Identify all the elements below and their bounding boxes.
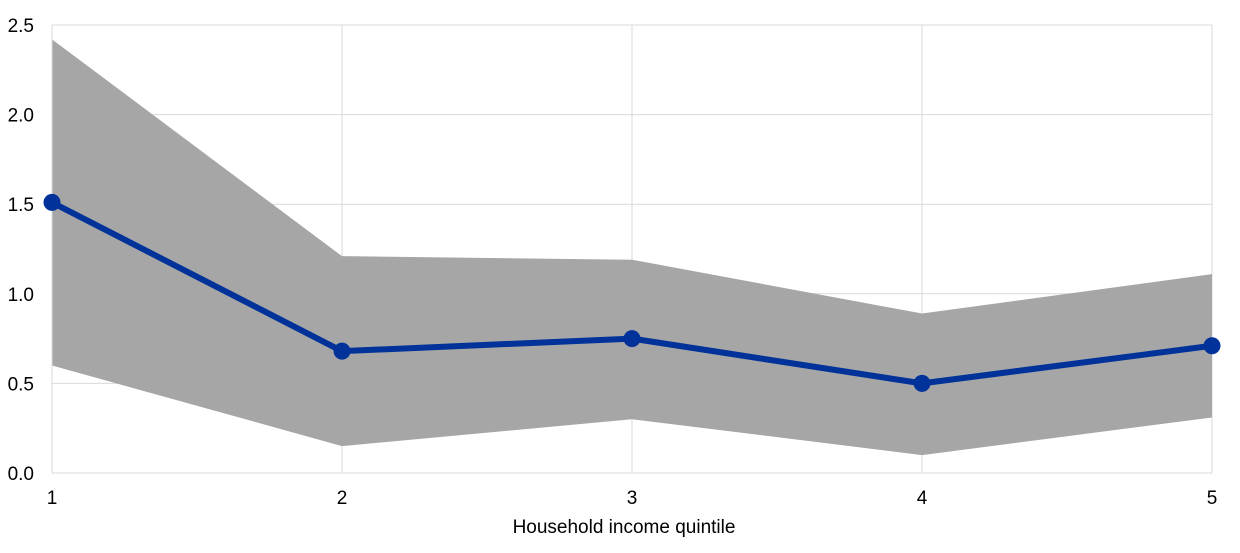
data-point xyxy=(44,194,61,211)
data-point xyxy=(914,375,931,392)
x-axis-label: Household income quintile xyxy=(513,517,736,538)
y-tick-label: 0.0 xyxy=(8,464,34,485)
y-tick-label: 1.5 xyxy=(8,195,34,216)
y-tick-label: 0.5 xyxy=(8,374,34,395)
data-point xyxy=(1204,337,1221,354)
y-tick-label: 2.5 xyxy=(8,16,34,37)
data-point xyxy=(624,330,641,347)
y-tick-label: 1.0 xyxy=(8,285,34,306)
data-point xyxy=(334,343,351,360)
x-tick-label: 4 xyxy=(917,488,928,509)
y-tick-label: 2.0 xyxy=(8,106,34,127)
x-tick-label: 5 xyxy=(1207,488,1218,509)
x-tick-label: 1 xyxy=(47,488,58,509)
x-tick-label: 3 xyxy=(627,488,638,509)
x-tick-label: 2 xyxy=(337,488,348,509)
